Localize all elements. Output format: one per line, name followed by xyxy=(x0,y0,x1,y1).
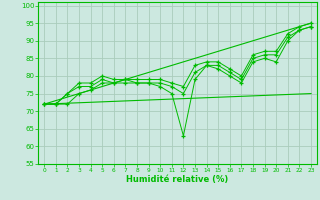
X-axis label: Humidité relative (%): Humidité relative (%) xyxy=(126,175,229,184)
